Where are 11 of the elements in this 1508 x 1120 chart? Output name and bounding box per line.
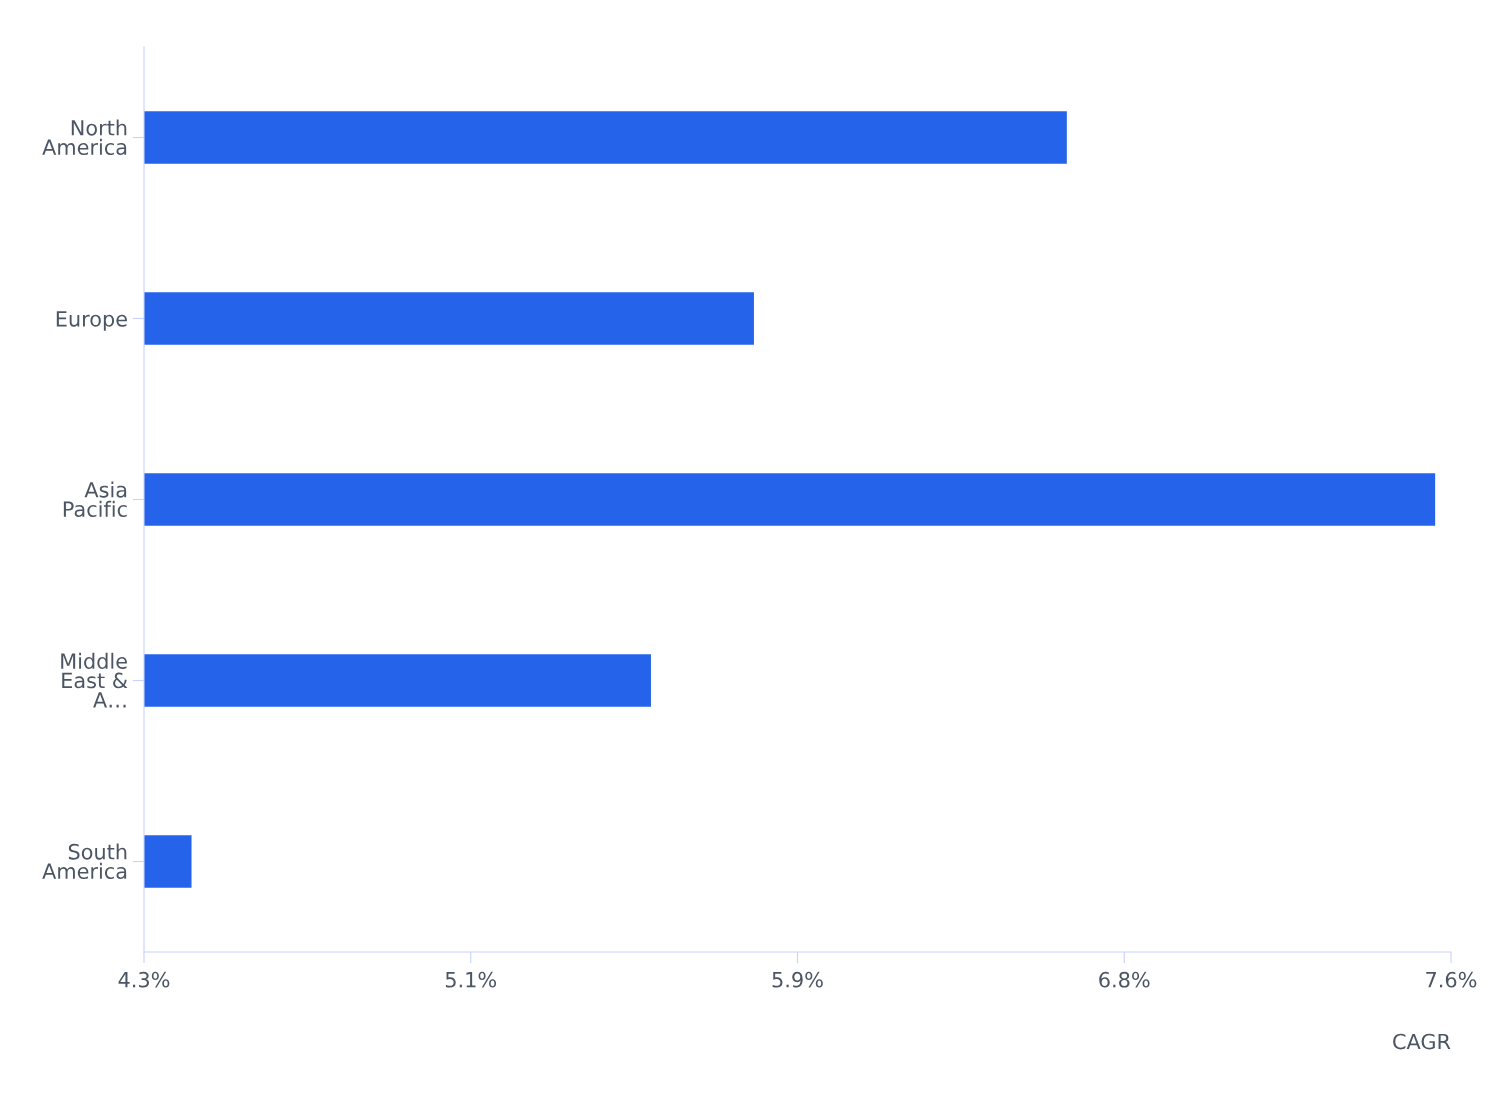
y-tick-label: Middle East & A… xyxy=(61,652,128,708)
y-tick-label: Asia Pacific xyxy=(63,481,127,517)
x-axis-title: CAGR xyxy=(1393,1033,1451,1050)
y-tick-label: South America xyxy=(42,843,127,879)
x-tick-label: 5.9% xyxy=(772,971,823,988)
y-tick-label: Europe xyxy=(56,311,127,331)
x-tick-label: 5.1% xyxy=(445,971,497,988)
x-tick-label: 6.8% xyxy=(1099,971,1150,988)
x-tick-label: 7.6% xyxy=(1426,971,1477,988)
y-tick-label: North America xyxy=(42,119,127,155)
x-tick-label: 4.3% xyxy=(118,971,170,988)
